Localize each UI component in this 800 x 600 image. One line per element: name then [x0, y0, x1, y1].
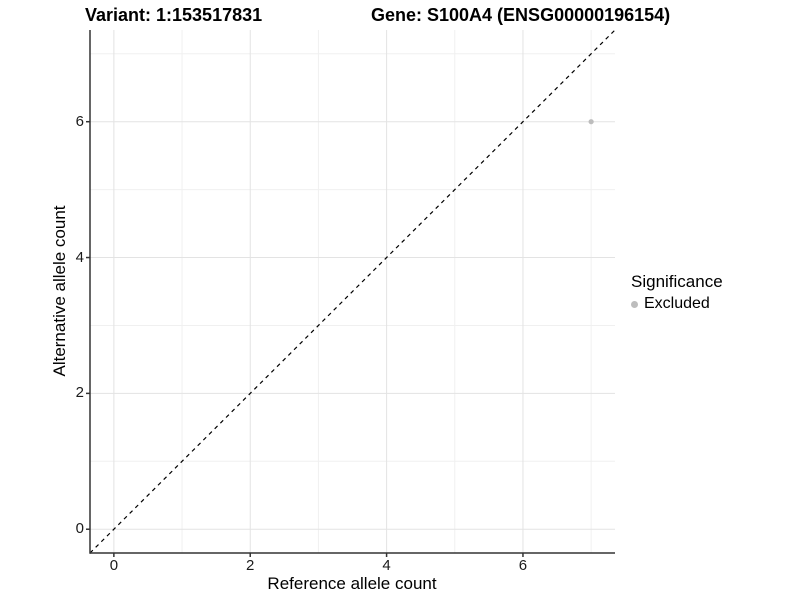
y-tick-label: 4: [75, 248, 84, 266]
plot-title-gene: Gene: S100A4 (ENSG00000196154): [371, 5, 671, 25]
legend-item-label: Excluded: [644, 295, 710, 312]
legend-title: Significance: [631, 272, 723, 291]
plot-title-variant: Variant: 1:153517831: [85, 5, 263, 25]
legend-item-excluded: Excluded: [631, 295, 723, 313]
data-point: [588, 119, 594, 125]
x-axis-title: Reference allele count: [267, 574, 437, 593]
identity-line: [89, 29, 616, 554]
y-tick-label: 6: [75, 112, 84, 130]
x-tick-label: 4: [382, 557, 391, 574]
x-tick-label: 6: [518, 557, 528, 574]
y-tick-label: 2: [75, 384, 84, 402]
legend: Significance Excluded: [631, 272, 723, 313]
legend-point-icon: [631, 300, 638, 308]
y-tick-label: 0: [75, 520, 84, 538]
x-tick-label: 0: [109, 557, 119, 574]
x-tick-label: 2: [246, 557, 255, 574]
y-axis-title: Alternative allele count: [50, 205, 69, 377]
